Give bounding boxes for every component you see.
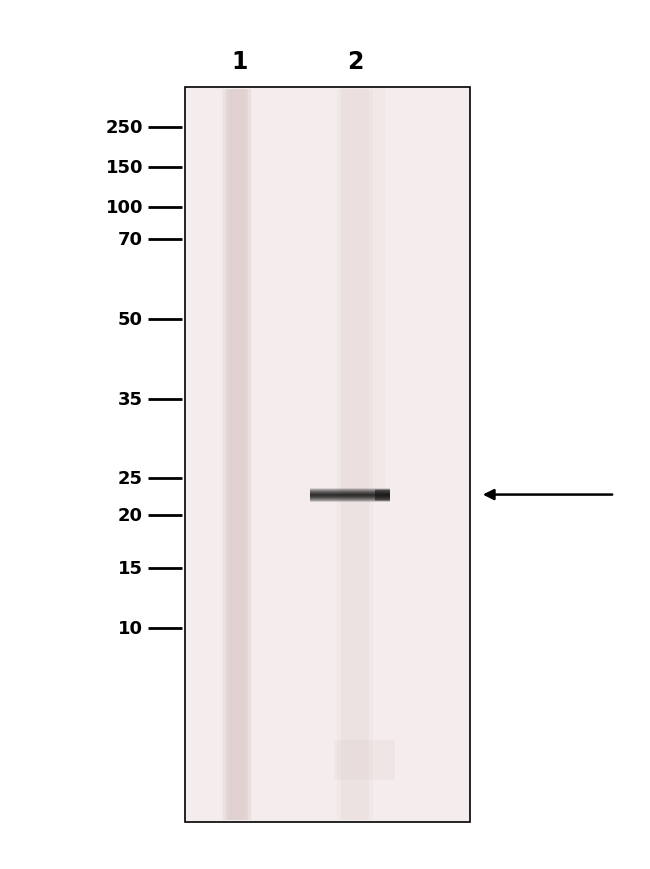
Text: 25: 25 bbox=[118, 469, 143, 487]
Text: 20: 20 bbox=[118, 506, 143, 524]
Text: 150: 150 bbox=[105, 159, 143, 177]
Text: 2: 2 bbox=[347, 50, 363, 74]
Text: 100: 100 bbox=[105, 199, 143, 217]
Text: 15: 15 bbox=[118, 559, 143, 577]
Text: 50: 50 bbox=[118, 311, 143, 329]
Text: 10: 10 bbox=[118, 619, 143, 637]
Text: 70: 70 bbox=[118, 231, 143, 249]
Text: 250: 250 bbox=[105, 119, 143, 137]
Text: 35: 35 bbox=[118, 391, 143, 409]
Bar bbox=[185, 88, 470, 822]
Text: 1: 1 bbox=[232, 50, 248, 74]
